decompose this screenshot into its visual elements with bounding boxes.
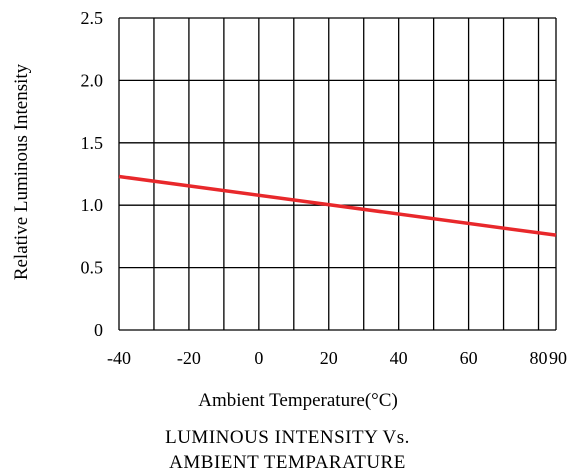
x-tick-labels: -40 -20 0 20 40 60 80 90: [107, 348, 567, 368]
y-tick-label: 1.0: [81, 195, 104, 215]
y-tick-label: 2.5: [81, 8, 104, 28]
grid: [118, 17, 557, 331]
x-tick-label: 90: [549, 348, 567, 368]
chart-title: LUMINOUS INTENSITY Vs. AMBIENT TEMPARATU…: [0, 425, 575, 475]
y-tick-label: 2.0: [81, 70, 104, 90]
y-tick-labels: 0 0.5 1.0 1.5 2.0 2.5: [81, 8, 104, 340]
y-tick-label: 1.5: [81, 133, 104, 153]
x-tick-label: 80: [530, 348, 548, 368]
y-axis-title: Relative Luminous Intensity: [11, 63, 32, 280]
chart-title-line-1: LUMINOUS INTENSITY Vs.: [165, 427, 410, 448]
x-tick-label: 0: [254, 348, 263, 368]
series: [118, 174, 557, 237]
series-line: [118, 174, 557, 237]
x-tick-label: -40: [107, 348, 131, 368]
x-tick-label: 20: [320, 348, 338, 368]
x-tick-label: 40: [390, 348, 408, 368]
x-tick-label: -20: [177, 348, 201, 368]
x-tick-label: 60: [460, 348, 478, 368]
chart-title-line-2: AMBIENT TEMPARATURE: [169, 452, 406, 473]
x-axis-title: Ambient Temperature(°C): [198, 390, 398, 411]
y-tick-label: 0: [94, 320, 103, 340]
y-tick-label: 0.5: [81, 258, 104, 278]
